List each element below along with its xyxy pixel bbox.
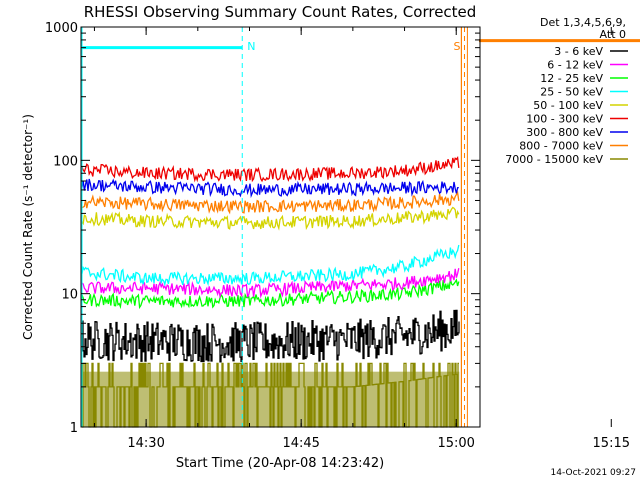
legend-label: 100 - 300 keV xyxy=(526,113,603,126)
series-25-50-kev xyxy=(81,244,460,287)
annotation-label: N xyxy=(247,40,255,53)
chart-title: RHESSI Observing Summary Count Rates, Co… xyxy=(84,3,477,21)
series-line-50-100-kev xyxy=(81,206,460,231)
series-800-7000-kev xyxy=(81,190,460,215)
series-3-6-kev xyxy=(82,309,460,363)
x-tick-label: 15:15 xyxy=(593,436,630,451)
axis-layer: 14:3014:4515:0015:1515:3015:4516:0011010… xyxy=(45,21,630,451)
series-line-300-800-kev xyxy=(81,178,459,199)
series-7000-15000-kev xyxy=(82,362,460,428)
y-tick-label: 1000 xyxy=(45,21,78,36)
series-6-12-kev xyxy=(81,268,460,299)
plot-frame xyxy=(80,26,481,428)
y-tick-label: 100 xyxy=(53,154,78,169)
series-300-800-kev xyxy=(81,178,459,199)
series-12-25-kev xyxy=(81,278,460,310)
legend-item-3-6-kev: 3 - 6 keV xyxy=(554,45,628,58)
series-line-25-50-kev xyxy=(81,244,460,287)
series-layer xyxy=(81,156,460,428)
legend-label: 7000 - 15000 keV xyxy=(505,153,603,166)
legend-item-50-100-kev: 50 - 100 keV xyxy=(533,99,628,112)
annotation-s-2: S xyxy=(454,27,640,427)
series-line-12-25-kev xyxy=(81,278,460,310)
series-line-3-6-kev xyxy=(82,309,460,363)
legend-label: 25 - 50 keV xyxy=(540,86,603,99)
legend-item-100-300-kev: 100 - 300 keV xyxy=(526,113,628,126)
x-axis-label: Start Time (20-Apr-08 14:23:42) xyxy=(176,456,384,471)
series-100-300-kev xyxy=(81,156,460,183)
series-line-800-7000-kev xyxy=(81,190,460,215)
y-tick-label: 10 xyxy=(61,288,78,303)
series-line-6-12-kev xyxy=(81,268,460,299)
legend-item-6-12-kev: 6 - 12 keV xyxy=(547,59,628,72)
legend-item-300-800-kev: 300 - 800 keV xyxy=(526,126,628,139)
footer-date: 14-Oct-2021 09:27 xyxy=(551,468,636,478)
y-tick-label: 1 xyxy=(70,421,78,436)
x-tick-label: 14:30 xyxy=(127,436,164,451)
legend-item-25-50-kev: 25 - 50 keV xyxy=(540,86,628,99)
series-line-100-300-kev xyxy=(81,156,460,183)
legend-item-12-25-kev: 12 - 25 keV xyxy=(540,72,628,85)
legend-label: 300 - 800 keV xyxy=(526,126,603,139)
legend-label: 50 - 100 keV xyxy=(533,99,603,112)
legend-label: 6 - 12 keV xyxy=(547,59,603,72)
x-tick-label: 15:00 xyxy=(437,436,474,451)
legend-label: 3 - 6 keV xyxy=(554,45,603,58)
legend-item-7000-15000-kev: 7000 - 15000 keV xyxy=(505,153,628,166)
legend-label: 12 - 25 keV xyxy=(540,72,603,85)
x-tick-label: 14:45 xyxy=(282,436,319,451)
y-axis-label: Corrected Count Rate (s⁻¹ detector⁻¹) xyxy=(21,114,35,340)
annotation-n-0: N xyxy=(81,27,255,427)
annotation-layer: NNS xyxy=(81,27,640,427)
legend-label: 800 - 7000 keV xyxy=(519,140,603,153)
series-fill-7000-15000-kev xyxy=(82,371,460,427)
legend-title-line-1: Det 1,3,4,5,6,9, xyxy=(540,16,626,29)
legend-item-800-7000-kev: 800 - 7000 keV xyxy=(519,140,628,153)
series-50-100-kev xyxy=(81,206,460,231)
annotation-label: S xyxy=(454,40,461,53)
legend-title-line-2: Att 0 xyxy=(600,28,626,41)
